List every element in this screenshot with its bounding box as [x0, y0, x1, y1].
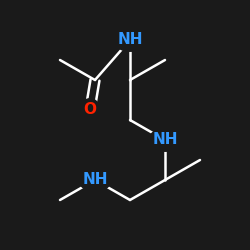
Ellipse shape	[149, 129, 181, 151]
Text: NH: NH	[117, 32, 143, 48]
Ellipse shape	[114, 29, 146, 51]
Ellipse shape	[79, 169, 111, 191]
Ellipse shape	[80, 99, 100, 121]
Text: NH: NH	[82, 172, 108, 188]
Text: NH: NH	[152, 132, 178, 148]
Text: O: O	[84, 102, 96, 118]
